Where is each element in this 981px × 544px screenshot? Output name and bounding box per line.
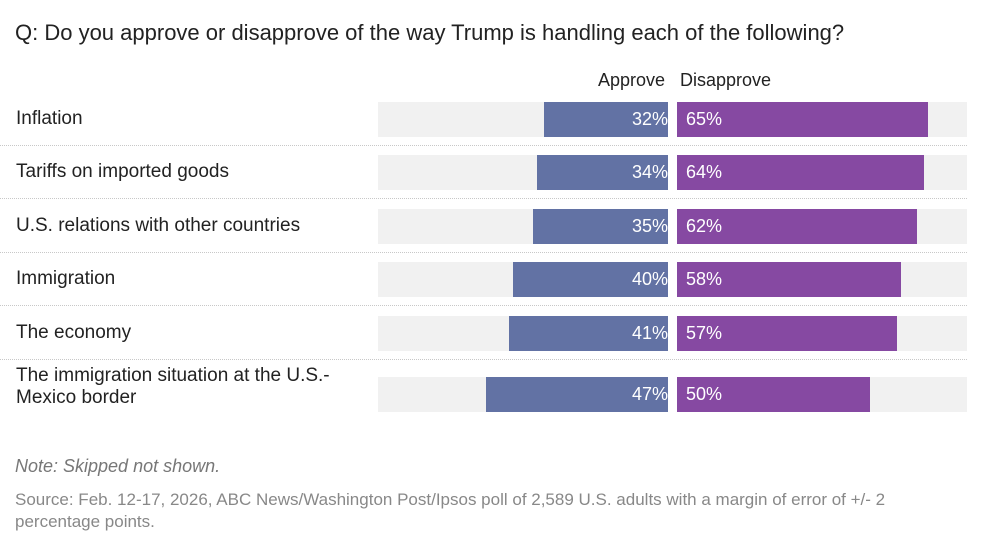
bar-disapprove (677, 262, 902, 297)
value-label-disapprove: 64% (686, 162, 723, 182)
value-label-approve: 32% (631, 109, 668, 129)
value-label-approve: 47% (631, 384, 668, 404)
bar-disapprove (677, 102, 929, 137)
value-label-approve: 41% (631, 323, 668, 343)
bar-disapprove (677, 316, 898, 351)
row-separator (0, 305, 967, 306)
bar-gap (668, 316, 677, 351)
bar-approve (536, 155, 668, 190)
legend-disapprove: Disapprove (680, 70, 772, 90)
value-label-disapprove: 62% (686, 216, 723, 236)
bar-gap (668, 102, 677, 137)
legend-approve: Approve (597, 70, 665, 90)
bar-gap (668, 155, 677, 190)
chart-title: Q: Do you approve or disapprove of the w… (15, 20, 845, 45)
bar-gap (668, 262, 677, 297)
row-separator (0, 145, 967, 146)
bar-approve (513, 262, 668, 297)
category-label: Inflation (16, 108, 83, 129)
category-label: Tariffs on imported goods (16, 161, 229, 182)
row-separator (0, 252, 967, 253)
bar-approve (486, 377, 668, 412)
bar-gap (668, 209, 677, 244)
row-separator (0, 359, 967, 360)
chart-source: Source: Feb. 12-17, 2026, ABC News/Washi… (15, 490, 886, 531)
row-separator (0, 198, 967, 199)
value-label-disapprove: 58% (686, 269, 723, 289)
value-label-approve: 40% (631, 269, 668, 289)
chart-note: Note: Skipped not shown. (15, 456, 221, 476)
value-label-disapprove: 65% (686, 109, 723, 129)
category-label: The immigration situation at the U.S.-Me… (16, 365, 330, 408)
value-label-disapprove: 50% (686, 384, 723, 404)
category-label: U.S. relations with other countries (16, 215, 301, 236)
bar-approve (544, 102, 668, 137)
bar-approve (532, 209, 668, 244)
bar-approve (509, 316, 668, 351)
category-label: The economy (16, 322, 132, 343)
bar-gap (668, 377, 677, 412)
category-label: Immigration (16, 268, 116, 289)
bar-disapprove (677, 377, 871, 412)
value-label-disapprove: 57% (686, 323, 723, 343)
value-label-approve: 34% (631, 162, 668, 182)
bar-disapprove (677, 155, 925, 190)
bar-disapprove (677, 209, 917, 244)
value-label-approve: 35% (631, 216, 668, 236)
